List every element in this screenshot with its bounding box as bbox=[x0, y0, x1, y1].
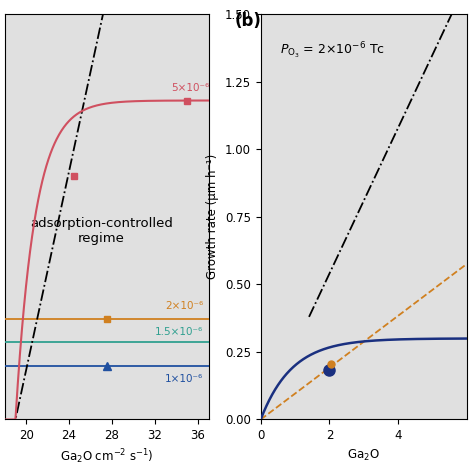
Text: 1.5×10⁻⁶: 1.5×10⁻⁶ bbox=[155, 327, 203, 337]
Text: (b): (b) bbox=[235, 12, 262, 30]
Y-axis label: Growth rate (μm h⁻¹): Growth rate (μm h⁻¹) bbox=[206, 154, 219, 280]
Text: 2×10⁻⁶: 2×10⁻⁶ bbox=[165, 301, 203, 311]
Text: $\mathit{P}_{\mathrm{O_3}}$ = 2×10$^{-6}$ Tc: $\mathit{P}_{\mathrm{O_3}}$ = 2×10$^{-6}… bbox=[280, 41, 384, 62]
X-axis label: Ga$_2$O cm$^{-2}$ s$^{-1}$): Ga$_2$O cm$^{-2}$ s$^{-1}$) bbox=[60, 448, 154, 466]
Text: 1×10⁻⁶: 1×10⁻⁶ bbox=[165, 374, 203, 384]
X-axis label: Ga$_2$O: Ga$_2$O bbox=[347, 448, 380, 463]
Text: 5×10⁻⁶: 5×10⁻⁶ bbox=[171, 82, 209, 92]
Text: adsorption-controlled
regime: adsorption-controlled regime bbox=[30, 217, 173, 245]
